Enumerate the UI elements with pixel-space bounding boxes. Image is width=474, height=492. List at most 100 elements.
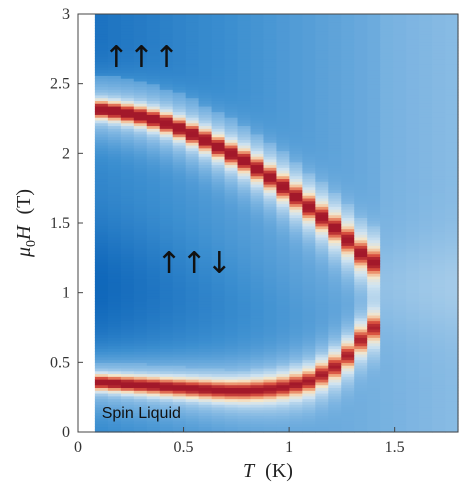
heatmap-cell — [406, 69, 420, 74]
heatmap-cell — [237, 131, 252, 135]
heatmap-cell — [354, 323, 368, 327]
heatmap-cell — [367, 144, 381, 149]
heatmap-cell — [419, 415, 433, 419]
heatmap-cell — [159, 423, 174, 428]
heatmap-cell — [120, 142, 135, 146]
heatmap-cell — [185, 295, 200, 299]
heatmap-cell — [302, 89, 316, 93]
heatmap-cell — [302, 197, 316, 202]
heatmap-cell — [133, 376, 148, 380]
heatmap-cell — [315, 314, 329, 319]
heatmap-cell — [94, 41, 109, 46]
heatmap-cell — [406, 404, 420, 408]
heatmap-cell — [341, 306, 355, 310]
heatmap-cell — [445, 214, 459, 219]
heatmap-cell — [250, 429, 265, 433]
heatmap-cell — [380, 295, 394, 299]
heatmap-cell — [315, 287, 329, 291]
heatmap-cell — [172, 287, 187, 291]
heatmap-cell — [146, 253, 161, 258]
heatmap-cell — [263, 359, 278, 363]
heatmap-cell — [120, 337, 135, 341]
heatmap-cell — [237, 72, 252, 76]
heatmap-cell — [146, 167, 161, 171]
heatmap-cell — [133, 128, 148, 132]
heatmap-cell — [224, 376, 239, 380]
heatmap-cell — [302, 262, 316, 266]
heatmap-cell — [393, 209, 407, 213]
heatmap-cell — [94, 295, 109, 299]
heatmap-cell — [263, 376, 278, 380]
heatmap-cell — [211, 55, 226, 60]
heatmap-cell — [224, 80, 239, 85]
heatmap-cell — [341, 426, 355, 430]
heatmap-cell — [237, 412, 252, 416]
heatmap-cell — [393, 66, 407, 71]
heatmap-cell — [328, 69, 342, 74]
heatmap-cell — [133, 248, 148, 252]
heatmap-cell — [341, 92, 355, 96]
heatmap-cell — [133, 89, 148, 93]
heatmap-cell — [445, 223, 459, 227]
heatmap-cell — [315, 284, 329, 288]
heatmap-cell — [354, 337, 368, 341]
heatmap-cell — [354, 228, 368, 232]
heatmap-cell — [393, 133, 407, 138]
heatmap-cell — [328, 353, 342, 358]
heatmap-cell — [107, 298, 122, 302]
heatmap-cell — [328, 167, 342, 171]
heatmap-cell — [250, 426, 265, 430]
heatmap-cell — [120, 289, 135, 294]
heatmap-cell — [380, 139, 394, 143]
heatmap-cells — [94, 14, 459, 433]
heatmap-cell — [185, 356, 200, 361]
heatmap-cell — [406, 365, 420, 369]
heatmap-cell — [341, 72, 355, 76]
heatmap-cell — [237, 209, 252, 213]
heatmap-cell — [315, 320, 329, 324]
heatmap-cell — [133, 100, 148, 104]
heatmap-cell — [120, 262, 135, 266]
heatmap-cell — [328, 89, 342, 93]
heatmap-cell — [133, 373, 148, 377]
heatmap-cell — [276, 94, 291, 99]
heatmap-cell — [198, 359, 213, 363]
heatmap-cell — [198, 331, 213, 336]
heatmap-cell — [367, 406, 381, 411]
heatmap-cell — [432, 158, 446, 163]
heatmap-cell — [367, 337, 381, 341]
heatmap-cell — [328, 342, 342, 347]
heatmap-cell — [445, 114, 459, 118]
heatmap-cell — [120, 320, 135, 324]
heatmap-cell — [419, 153, 433, 157]
heatmap-cell — [393, 326, 407, 330]
heatmap-cell — [172, 231, 187, 235]
heatmap-cell — [224, 44, 239, 49]
heatmap-cell — [289, 248, 303, 252]
heatmap-cell — [185, 27, 200, 32]
heatmap-cell — [328, 220, 342, 224]
heatmap-cell — [276, 248, 291, 252]
heatmap-cell — [393, 186, 407, 191]
heatmap-cell — [198, 156, 213, 160]
heatmap-cell — [315, 262, 329, 266]
heatmap-cell — [432, 426, 446, 430]
heatmap-cell — [328, 245, 342, 249]
heatmap-cell — [432, 340, 446, 344]
heatmap-cell — [445, 172, 459, 177]
heatmap-cell — [341, 80, 355, 85]
heatmap-cell — [198, 248, 213, 252]
heatmap-cell — [380, 351, 394, 355]
heatmap-cell — [354, 211, 368, 216]
heatmap-cell — [107, 379, 122, 383]
heatmap-cell — [406, 351, 420, 355]
heatmap-cell — [302, 139, 316, 143]
heatmap-cell — [107, 114, 122, 118]
heatmap-cell — [107, 392, 122, 397]
heatmap-cell — [406, 426, 420, 430]
heatmap-cell — [146, 236, 161, 241]
heatmap-cell — [419, 114, 433, 118]
heatmap-cell — [94, 209, 109, 213]
heatmap-cell — [120, 131, 135, 135]
heatmap-cell — [146, 170, 161, 174]
